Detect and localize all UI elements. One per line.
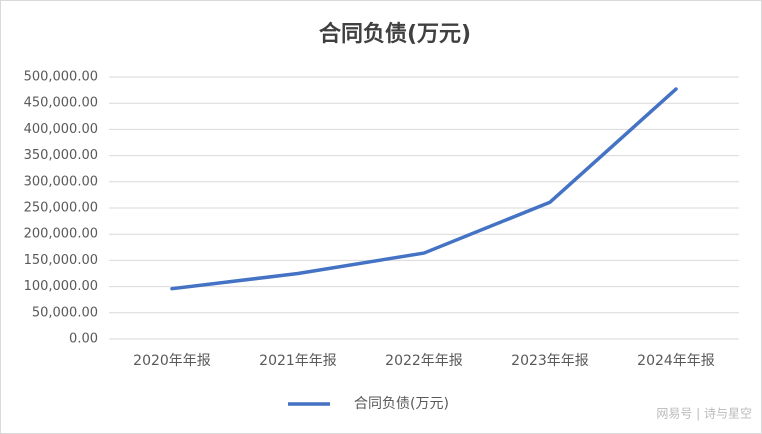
y-tick-label: 400,000.00 [24, 122, 98, 137]
watermark: 网易号 | 诗与星空 [656, 407, 752, 421]
x-tick-label: 2020年年报 [133, 353, 211, 369]
y-tick-label: 350,000.00 [24, 148, 98, 163]
x-tick-label: 2024年年报 [637, 353, 715, 369]
x-tick-label: 2021年年报 [259, 353, 337, 369]
y-tick-label: 50,000.00 [32, 305, 98, 320]
y-tick-label: 200,000.00 [24, 227, 98, 242]
y-tick-label: 150,000.00 [24, 253, 98, 268]
line-series [170, 87, 678, 291]
y-tick-label: 300,000.00 [24, 174, 98, 189]
y-tick-label: 100,000.00 [24, 279, 98, 294]
x-tick-label: 2023年年报 [511, 353, 589, 369]
chart-title: 合同负债(万元) [319, 21, 471, 47]
y-tick-label: 250,000.00 [24, 201, 98, 216]
y-tick-label: 450,000.00 [24, 96, 98, 111]
legend-label: 合同负债(万元) [354, 396, 449, 412]
y-tick-label: 500,000.00 [24, 70, 98, 85]
x-tick-label: 2022年年报 [385, 353, 463, 369]
y-tick-label: 0.00 [69, 332, 98, 347]
